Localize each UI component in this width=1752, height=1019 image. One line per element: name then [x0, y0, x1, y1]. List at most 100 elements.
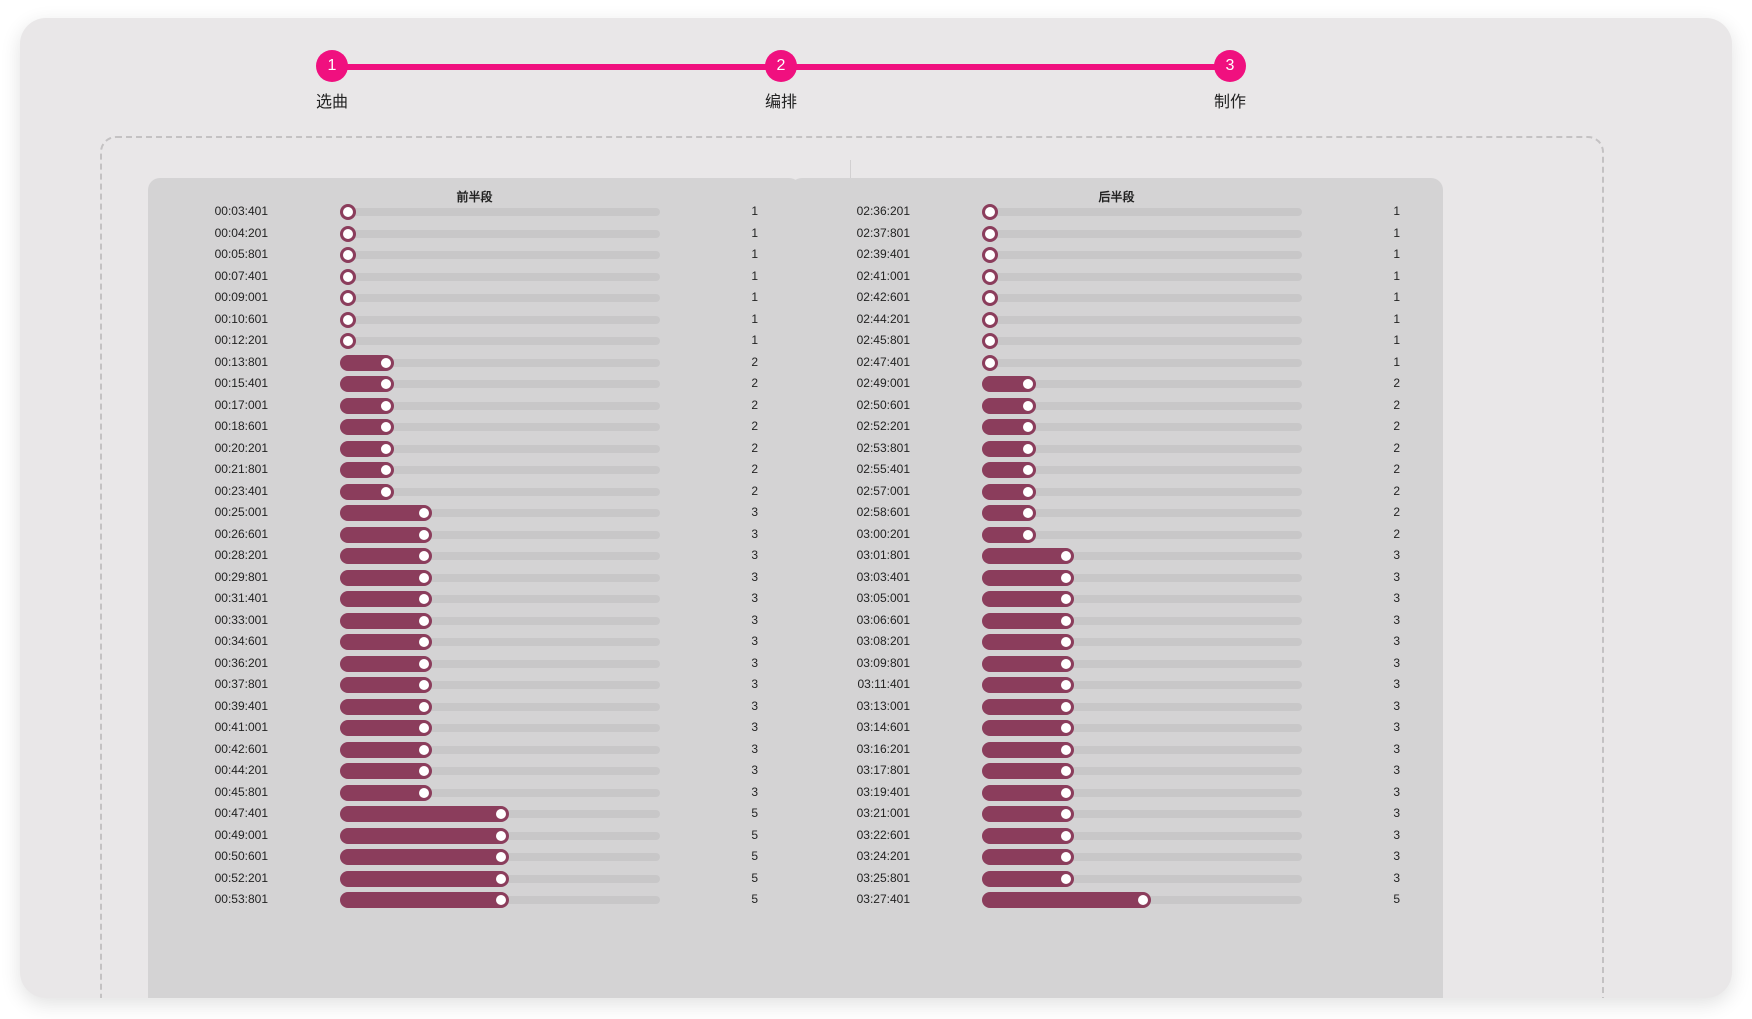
- slider-handle[interactable]: [381, 465, 391, 475]
- slider-handle[interactable]: [496, 895, 506, 905]
- slider-handle[interactable]: [1023, 379, 1033, 389]
- intensity-slider[interactable]: [982, 440, 1302, 457]
- slider-handle[interactable]: [1061, 873, 1071, 884]
- slider-handle[interactable]: [419, 787, 429, 798]
- intensity-slider[interactable]: [340, 677, 660, 693]
- intensity-slider[interactable]: [982, 462, 1302, 478]
- slider-handle[interactable]: [1061, 766, 1071, 776]
- slider-handle[interactable]: [496, 830, 506, 841]
- intensity-slider[interactable]: [982, 548, 1302, 564]
- intensity-slider[interactable]: [340, 612, 660, 629]
- intensity-slider[interactable]: [340, 892, 660, 908]
- slider-handle[interactable]: [343, 207, 353, 217]
- slider-handle[interactable]: [1061, 723, 1071, 733]
- slider-handle[interactable]: [985, 207, 995, 217]
- slider-handle[interactable]: [419, 658, 429, 669]
- intensity-slider[interactable]: [340, 354, 660, 371]
- slider-handle[interactable]: [1023, 486, 1033, 497]
- slider-handle[interactable]: [381, 422, 391, 432]
- slider-handle[interactable]: [1023, 400, 1033, 411]
- slider-handle[interactable]: [985, 357, 995, 368]
- intensity-slider[interactable]: [982, 892, 1302, 908]
- slider-handle[interactable]: [1023, 443, 1033, 454]
- slider-handle[interactable]: [343, 250, 353, 260]
- intensity-slider[interactable]: [340, 483, 660, 500]
- slider-handle[interactable]: [985, 336, 995, 346]
- slider-handle[interactable]: [343, 336, 353, 346]
- intensity-slider[interactable]: [340, 311, 660, 328]
- intensity-slider[interactable]: [340, 268, 660, 285]
- slider-handle[interactable]: [419, 637, 429, 647]
- intensity-slider[interactable]: [982, 333, 1302, 349]
- intensity-slider[interactable]: [340, 784, 660, 801]
- slider-handle[interactable]: [1061, 594, 1071, 604]
- intensity-slider[interactable]: [982, 290, 1302, 306]
- slider-handle[interactable]: [381, 400, 391, 411]
- slider-handle[interactable]: [419, 701, 429, 712]
- slider-handle[interactable]: [985, 271, 995, 282]
- slider-handle[interactable]: [419, 680, 429, 690]
- slider-handle[interactable]: [419, 615, 429, 626]
- intensity-slider[interactable]: [982, 354, 1302, 371]
- intensity-slider[interactable]: [340, 698, 660, 715]
- slider-handle[interactable]: [419, 723, 429, 733]
- intensity-slider[interactable]: [982, 419, 1302, 435]
- intensity-slider[interactable]: [982, 505, 1302, 521]
- slider-handle[interactable]: [985, 314, 995, 325]
- step-arrange[interactable]: 2 编排: [751, 50, 811, 112]
- intensity-slider[interactable]: [340, 655, 660, 672]
- intensity-slider[interactable]: [340, 806, 660, 822]
- slider-handle[interactable]: [1061, 680, 1071, 690]
- intensity-slider[interactable]: [340, 720, 660, 736]
- intensity-slider[interactable]: [982, 870, 1302, 887]
- intensity-slider[interactable]: [982, 311, 1302, 328]
- intensity-slider[interactable]: [982, 247, 1302, 263]
- slider-handle[interactable]: [419, 594, 429, 604]
- intensity-slider[interactable]: [340, 247, 660, 263]
- intensity-slider[interactable]: [982, 225, 1302, 242]
- intensity-slider[interactable]: [982, 612, 1302, 629]
- intensity-slider[interactable]: [340, 827, 660, 844]
- slider-handle[interactable]: [381, 357, 391, 368]
- step-produce[interactable]: 3 制作: [1200, 50, 1260, 112]
- slider-handle[interactable]: [343, 228, 353, 239]
- intensity-slider[interactable]: [340, 763, 660, 779]
- intensity-slider[interactable]: [982, 655, 1302, 672]
- intensity-slider[interactable]: [982, 698, 1302, 715]
- intensity-slider[interactable]: [982, 806, 1302, 822]
- slider-handle[interactable]: [496, 809, 506, 819]
- slider-handle[interactable]: [1061, 658, 1071, 669]
- slider-handle[interactable]: [419, 766, 429, 776]
- intensity-slider[interactable]: [340, 849, 660, 865]
- intensity-slider[interactable]: [340, 741, 660, 758]
- slider-handle[interactable]: [985, 250, 995, 260]
- slider-handle[interactable]: [1061, 809, 1071, 819]
- slider-handle[interactable]: [1023, 529, 1033, 540]
- intensity-slider[interactable]: [982, 741, 1302, 758]
- intensity-slider[interactable]: [340, 569, 660, 586]
- slider-handle[interactable]: [985, 293, 995, 303]
- slider-handle[interactable]: [1061, 615, 1071, 626]
- intensity-slider[interactable]: [340, 419, 660, 435]
- slider-handle[interactable]: [343, 314, 353, 325]
- slider-handle[interactable]: [1023, 422, 1033, 432]
- slider-handle[interactable]: [381, 379, 391, 389]
- slider-handle[interactable]: [1023, 508, 1033, 518]
- slider-handle[interactable]: [1061, 744, 1071, 755]
- intensity-slider[interactable]: [340, 225, 660, 242]
- intensity-slider[interactable]: [340, 440, 660, 457]
- slider-handle[interactable]: [1061, 551, 1071, 561]
- slider-handle[interactable]: [496, 873, 506, 884]
- slider-handle[interactable]: [1023, 465, 1033, 475]
- intensity-slider[interactable]: [340, 634, 660, 650]
- intensity-slider[interactable]: [982, 376, 1302, 392]
- slider-handle[interactable]: [381, 486, 391, 497]
- intensity-slider[interactable]: [340, 505, 660, 521]
- intensity-slider[interactable]: [340, 290, 660, 306]
- slider-handle[interactable]: [343, 271, 353, 282]
- slider-handle[interactable]: [985, 228, 995, 239]
- intensity-slider[interactable]: [982, 827, 1302, 844]
- intensity-slider[interactable]: [982, 634, 1302, 650]
- slider-handle[interactable]: [1061, 572, 1071, 583]
- intensity-slider[interactable]: [982, 849, 1302, 865]
